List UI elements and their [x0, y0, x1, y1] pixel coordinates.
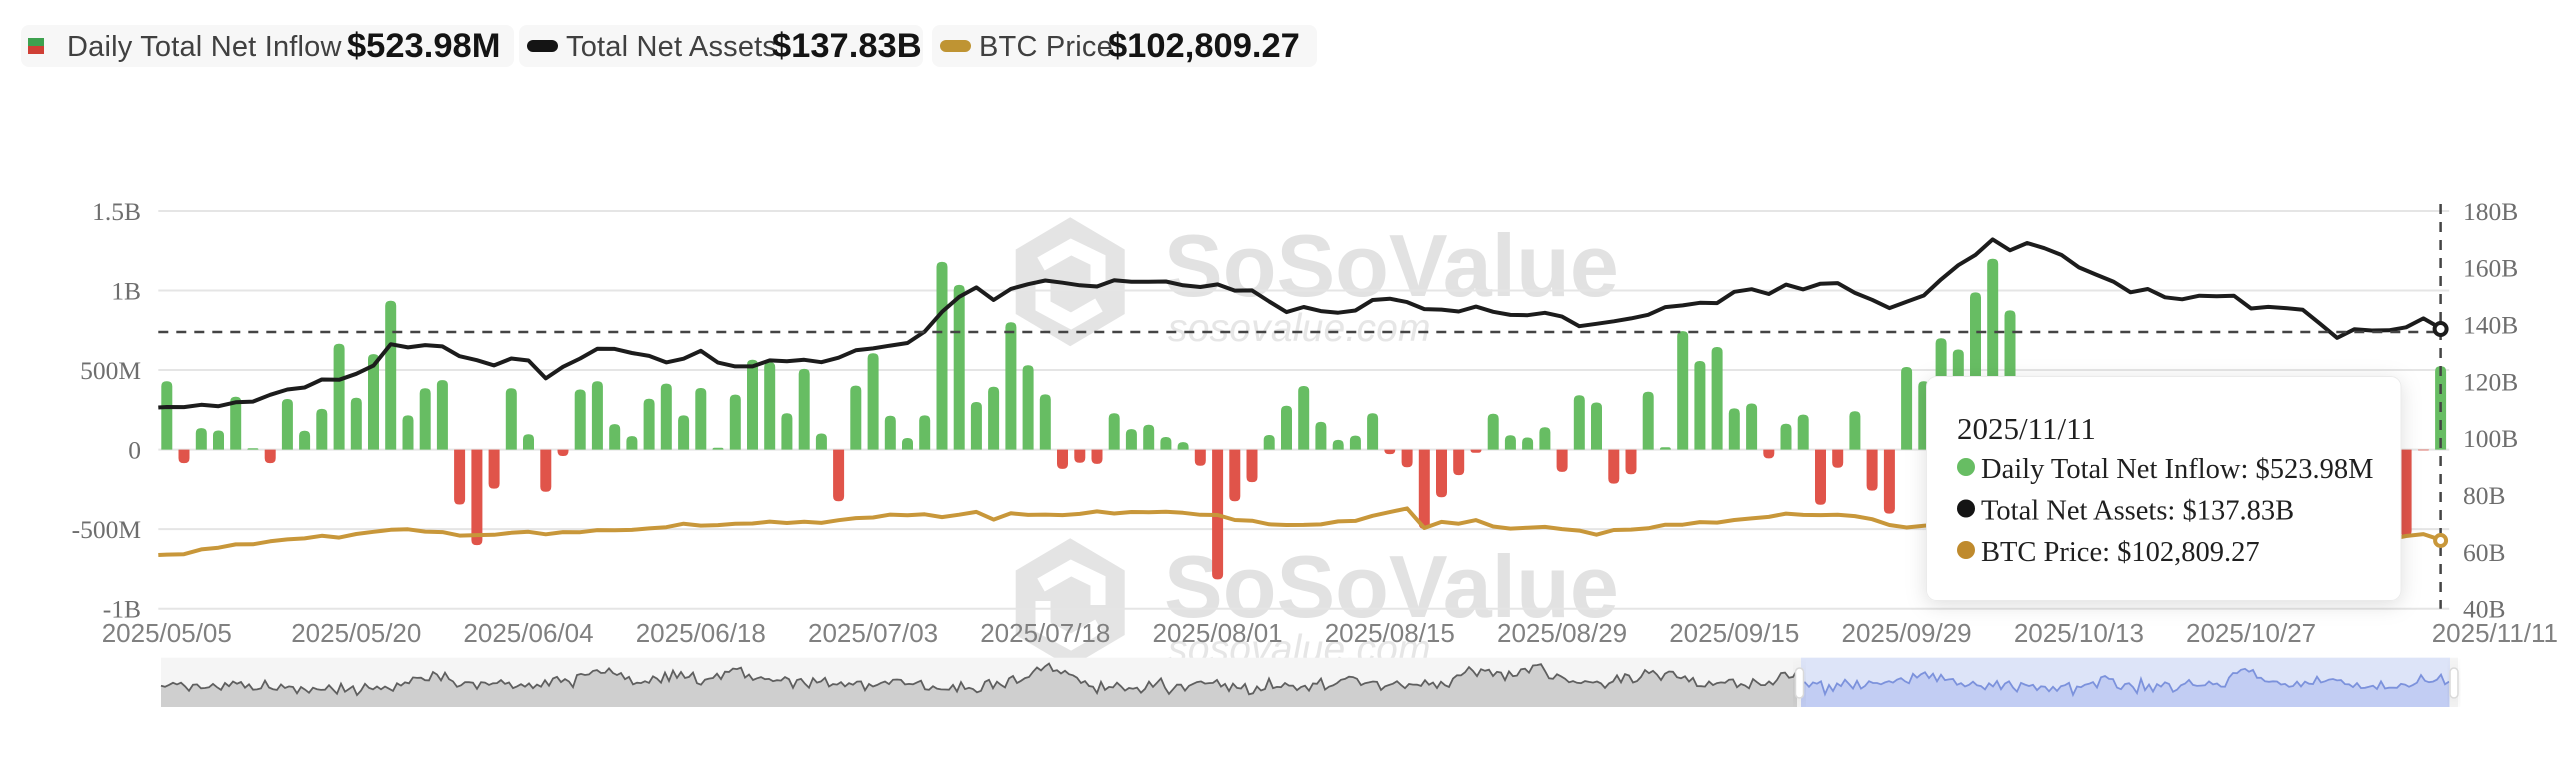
svg-text:1B: 1B: [111, 277, 141, 306]
svg-text:2025/10/27: 2025/10/27: [2186, 618, 2316, 648]
svg-text:100B: 100B: [2463, 424, 2518, 453]
svg-text:Daily Total Net Inflow: Daily Total Net Inflow: [67, 31, 343, 63]
svg-text:-500M: -500M: [72, 515, 141, 544]
svg-text:$102,809.27: $102,809.27: [1108, 27, 1300, 65]
svg-text:$523.98M: $523.98M: [347, 27, 500, 65]
svg-text:2025/06/18: 2025/06/18: [636, 618, 766, 648]
svg-text:0: 0: [128, 436, 141, 465]
svg-text:2025/07/18: 2025/07/18: [980, 618, 1110, 648]
svg-text:1.5B: 1.5B: [92, 197, 141, 226]
svg-text:2025/10/13: 2025/10/13: [2014, 618, 2144, 648]
svg-text:180B: 180B: [2463, 197, 2518, 226]
svg-text:2025/06/04: 2025/06/04: [463, 618, 593, 648]
svg-text:40B: 40B: [2463, 595, 2506, 624]
svg-text:2025/08/15: 2025/08/15: [1325, 618, 1455, 648]
svg-text:Total Net Assets: Total Net Assets: [566, 31, 777, 63]
svg-text:160B: 160B: [2463, 254, 2518, 283]
svg-text:80B: 80B: [2463, 481, 2506, 510]
svg-text:2025/05/20: 2025/05/20: [291, 618, 421, 648]
svg-text:120B: 120B: [2463, 367, 2518, 396]
svg-text:500M: 500M: [80, 356, 141, 385]
svg-text:2025/11/11: 2025/11/11: [2432, 618, 2558, 648]
svg-text:sosovalue.com: sosovalue.com: [1168, 307, 1431, 350]
svg-text:140B: 140B: [2463, 311, 2518, 340]
svg-text:2025/11/11: 2025/11/11: [1957, 411, 2096, 446]
svg-text:2025/07/03: 2025/07/03: [808, 618, 938, 648]
svg-text:SoSoValue: SoSoValue: [1164, 537, 1619, 636]
svg-text:Total Net Assets: $137.83B: Total Net Assets: $137.83B: [1981, 496, 2294, 527]
svg-text:2025/09/29: 2025/09/29: [1842, 618, 1972, 648]
svg-text:BTC Price: BTC Price: [979, 31, 1113, 63]
svg-text:-1B: -1B: [103, 595, 141, 624]
svg-text:2025/09/15: 2025/09/15: [1669, 618, 1799, 648]
svg-text:$137.83B: $137.83B: [772, 27, 922, 65]
svg-text:60B: 60B: [2463, 538, 2506, 567]
svg-text:BTC Price: $102,809.27: BTC Price: $102,809.27: [1981, 537, 2260, 568]
svg-text:Daily Total Net Inflow: $523.9: Daily Total Net Inflow: $523.98M: [1981, 454, 2373, 485]
svg-text:2025/08/29: 2025/08/29: [1497, 618, 1627, 648]
svg-text:2025/08/01: 2025/08/01: [1153, 618, 1283, 648]
svg-text:2025/05/05: 2025/05/05: [102, 618, 232, 648]
